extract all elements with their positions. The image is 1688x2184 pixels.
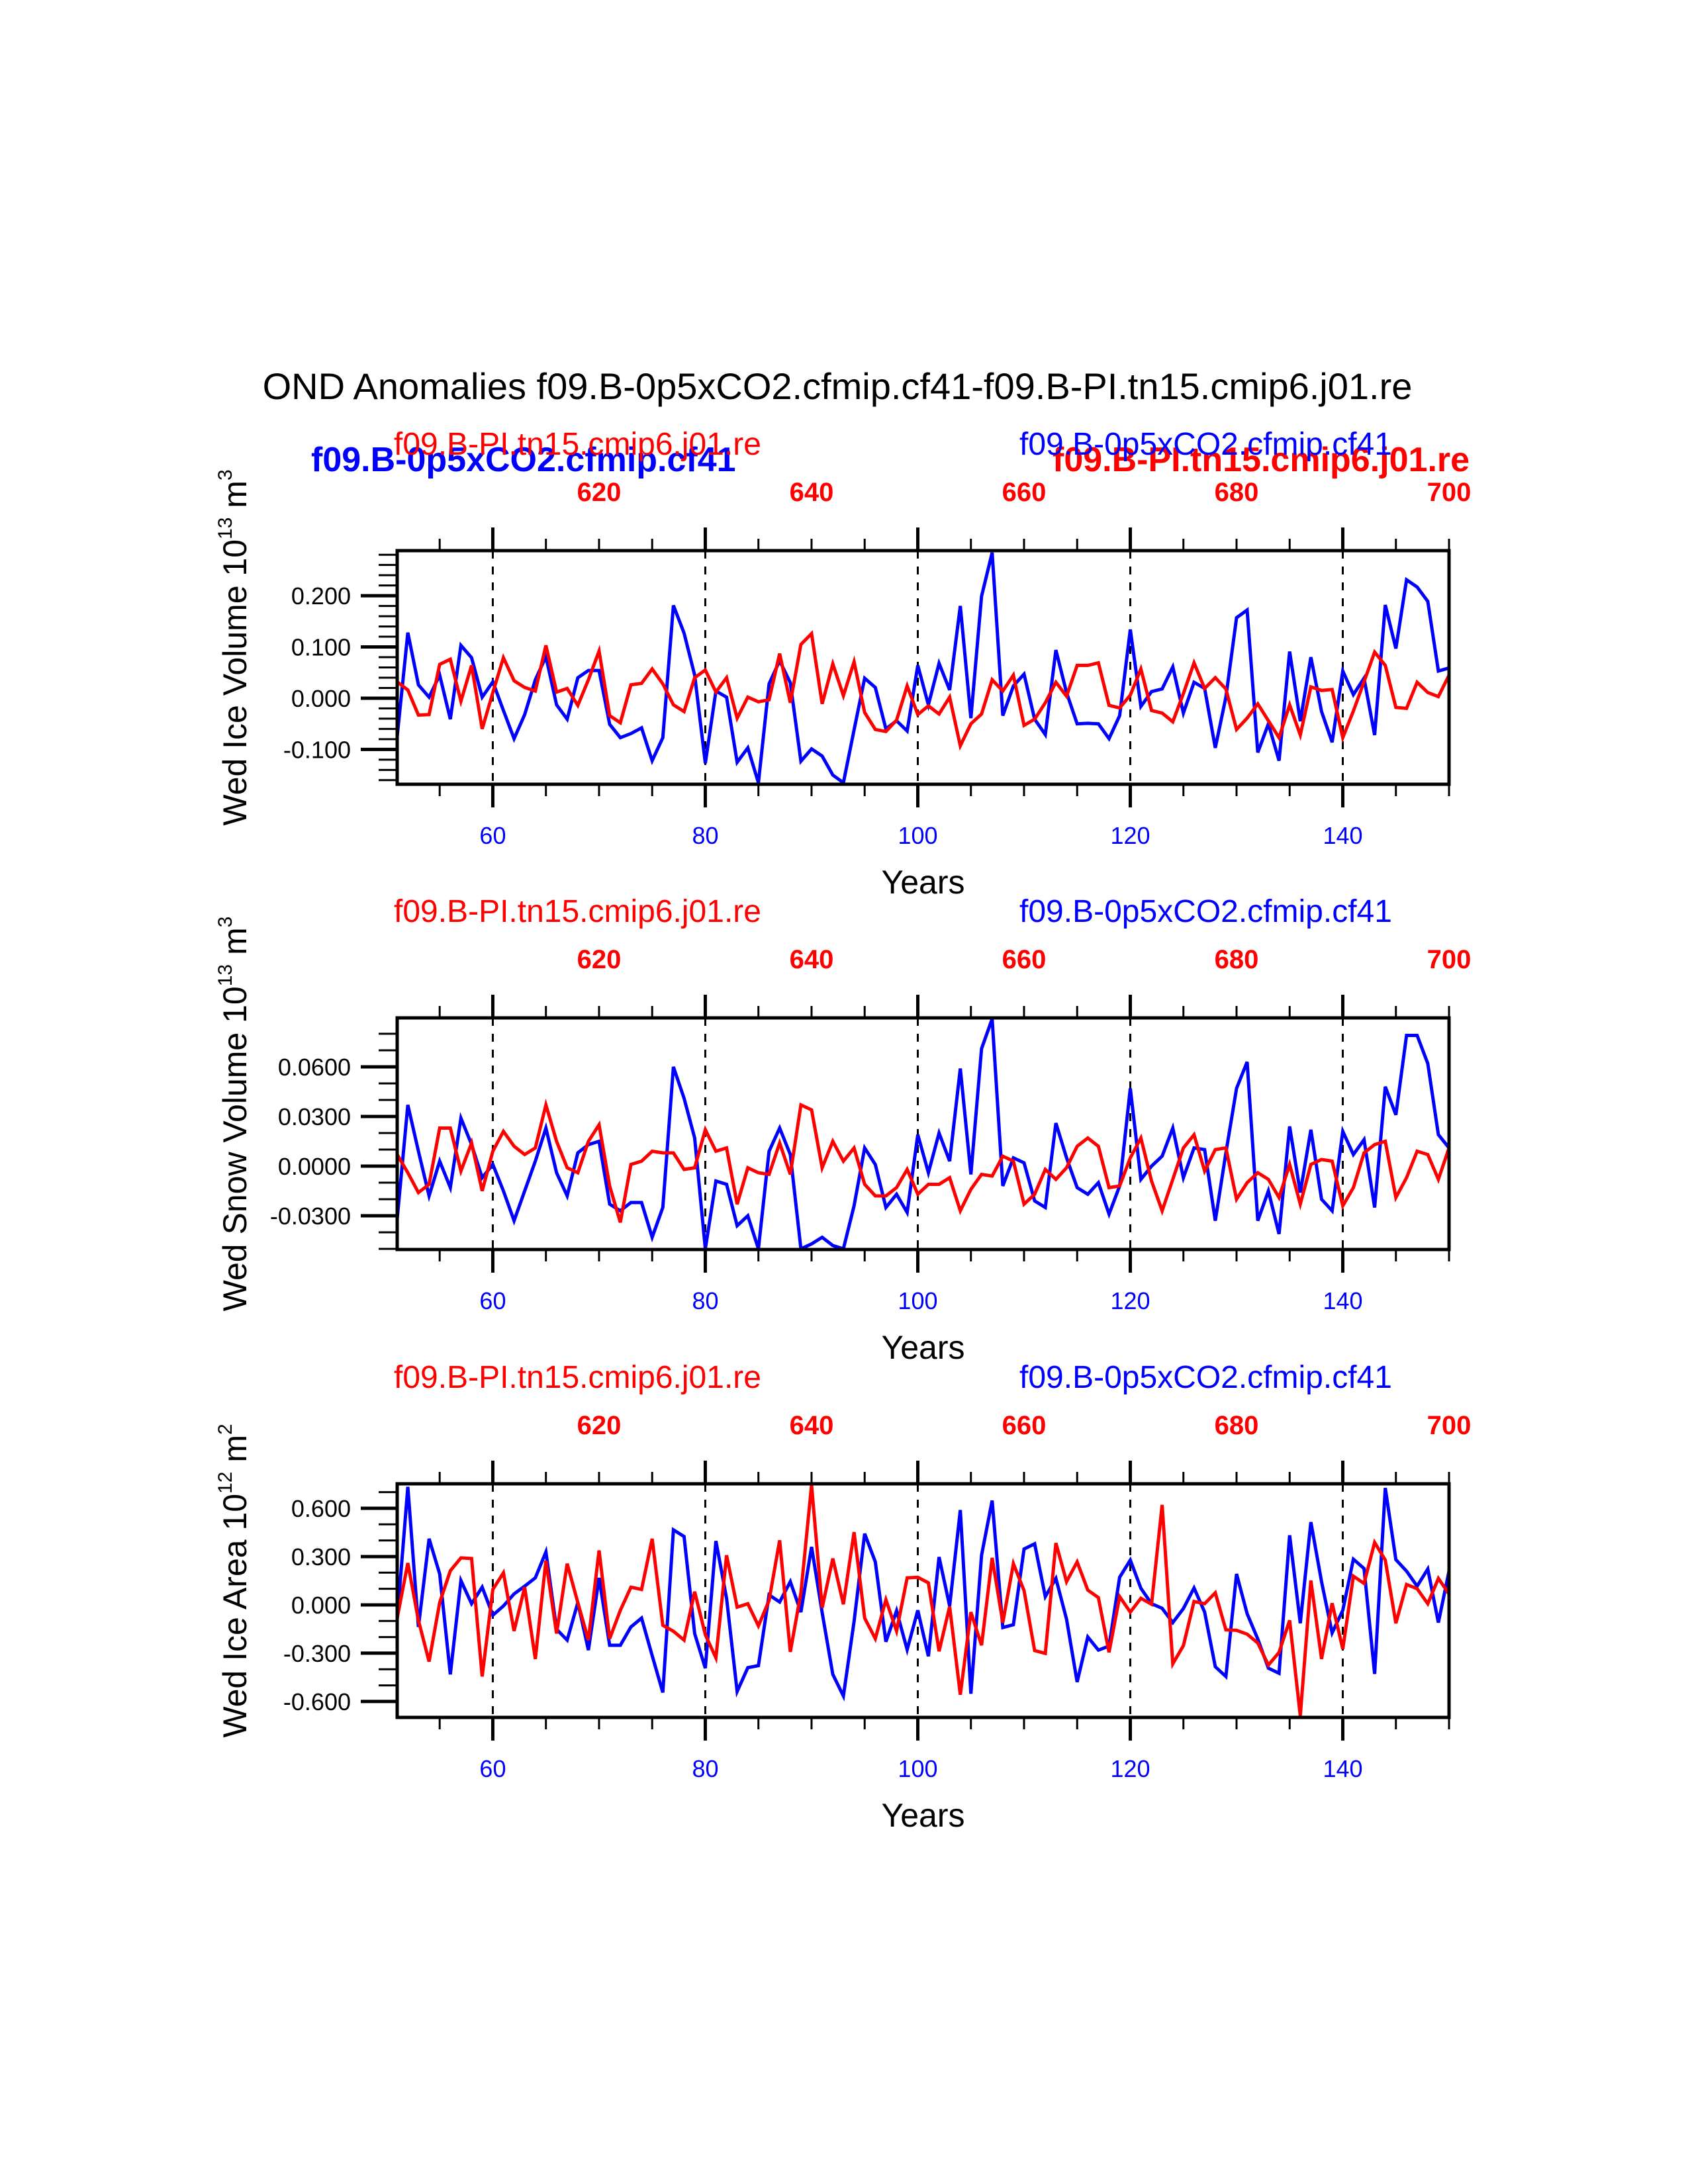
y-tick-label: -0.600 <box>283 1688 351 1715</box>
x-tick-label: 120 <box>1110 822 1150 849</box>
exp-run-label: f09.B-0p5xCO2.cfmip.cf41 <box>1019 427 1392 462</box>
top-axis-tick-label: 640 <box>790 478 834 507</box>
top-axis-tick-label: 660 <box>1002 945 1047 974</box>
top-axis-tick-label: 700 <box>1427 1411 1472 1440</box>
x-tick-label: 120 <box>1110 1287 1150 1314</box>
top-axis-tick-label: 640 <box>790 945 834 974</box>
top-axis-tick-label: 680 <box>1215 478 1259 507</box>
ctrl-overlay-label: f09.B-PI.tn15.cmip6.j01.re <box>1053 441 1470 479</box>
x-tick-label: 80 <box>692 1287 718 1314</box>
panel-2: 60 80 100 120 140 620 640 660 680 700 0.0600 0.0300… <box>214 894 1471 1366</box>
y-label-unit-exponent: 2 <box>214 1424 236 1435</box>
figure-title: OND Anomalies f09.B-0p5xCO2.cfmip.cf41-f… <box>263 365 1413 407</box>
y-tick-label: 0.0000 <box>278 1153 351 1180</box>
exp-run-label: f09.B-0p5xCO2.cfmip.cf41 <box>1019 894 1392 929</box>
x-tick-label: 60 <box>479 1755 506 1782</box>
top-axis-tick-label: 660 <box>1002 1411 1047 1440</box>
x-axis-label: Years <box>881 1329 964 1366</box>
y-label-unit: m <box>216 1435 254 1472</box>
top-axis-tick-label: 680 <box>1215 1411 1259 1440</box>
series-line-ctrl <box>395 1484 1451 1716</box>
y-label-exponent: 13 <box>214 964 236 986</box>
y-axis-label: Wed Ice Volume 1013 m3 <box>214 469 254 825</box>
top-axis-tick-label: 660 <box>1002 478 1047 507</box>
x-tick-label: 140 <box>1323 1755 1362 1782</box>
x-tick-label: 80 <box>692 822 718 849</box>
y-label-unit-exponent: 3 <box>214 917 236 928</box>
y-label-unit: m <box>216 480 254 518</box>
x-axis-label: Years <box>881 1797 964 1834</box>
series-line-exp <box>395 1486 1451 1702</box>
x-tick-label: 60 <box>479 1287 506 1314</box>
y-tick-label: 0.100 <box>291 634 351 661</box>
ctrl-run-label: f09.B-PI.tn15.cmip6.j01.re <box>394 427 761 462</box>
top-axis-tick-label: 620 <box>577 478 622 507</box>
x-axis-label: Years <box>881 864 964 901</box>
exp-overlay-label: f09.B-0p5xCO2.cfmip.cf41 <box>311 441 736 479</box>
y-label-text: Wed Ice Area 10 <box>216 1494 254 1738</box>
x-tick-label: 100 <box>898 822 937 849</box>
top-axis-tick-label: 640 <box>790 1411 834 1440</box>
y-label-text: Wed Ice Volume 10 <box>216 539 254 826</box>
x-tick-label: 100 <box>898 1755 937 1782</box>
series-line-exp <box>395 552 1450 786</box>
y-label-exponent: 12 <box>214 1472 236 1494</box>
y-tick-label: -0.300 <box>283 1640 351 1667</box>
y-label-unit-exponent: 3 <box>214 469 236 480</box>
top-axis-tick-label: 620 <box>577 1411 622 1440</box>
series-line-ctrl <box>396 630 1451 751</box>
ctrl-run-label: f09.B-PI.tn15.cmip6.j01.re <box>394 894 761 929</box>
y-tick-label: 0.600 <box>291 1495 351 1522</box>
panel-3: 60 80 100 120 140 620 640 660 680 700 0.600 0.300 0.… <box>214 1360 1471 1834</box>
x-tick-label: 80 <box>692 1755 718 1782</box>
y-tick-label: 0.000 <box>291 685 351 712</box>
y-axis-label: Wed Snow Volume 1013 m3 <box>214 917 254 1312</box>
y-label-exponent: 13 <box>214 518 236 539</box>
y-tick-label: 0.300 <box>291 1543 351 1570</box>
top-axis-tick-label: 700 <box>1427 945 1472 974</box>
y-tick-label: -0.100 <box>283 736 351 763</box>
y-label-unit: m <box>216 927 254 964</box>
x-tick-label: 120 <box>1110 1755 1150 1782</box>
y-axis-label: Wed Ice Area 1012 m2 <box>214 1424 254 1737</box>
top-axis-tick-label: 680 <box>1215 945 1259 974</box>
x-tick-label: 140 <box>1323 1287 1362 1314</box>
plot-frame <box>395 1482 1451 1719</box>
y-tick-label: -0.0300 <box>270 1203 351 1230</box>
y-tick-label: 0.200 <box>291 582 351 610</box>
top-axis-tick-label: 620 <box>577 945 622 974</box>
series-line-ctrl <box>395 1098 1451 1223</box>
series-line-exp <box>395 1018 1450 1251</box>
ctrl-run-label: f09.B-PI.tn15.cmip6.j01.re <box>394 1360 761 1395</box>
y-tick-label: 0.0300 <box>278 1103 351 1130</box>
top-axis-tick-label: 700 <box>1427 478 1472 507</box>
y-label-text: Wed Snow Volume 10 <box>216 986 254 1311</box>
y-tick-label: 0.0600 <box>278 1054 351 1081</box>
panel-1: 60 80 100 120 140 620 640 660 680 700 0.200 0.100 0.… <box>214 427 1471 901</box>
y-tick-label: 0.000 <box>291 1592 351 1619</box>
x-tick-label: 100 <box>898 1287 937 1314</box>
x-tick-label: 140 <box>1323 822 1362 849</box>
exp-run-label: f09.B-0p5xCO2.cfmip.cf41 <box>1019 1360 1392 1395</box>
x-tick-label: 60 <box>479 822 506 849</box>
